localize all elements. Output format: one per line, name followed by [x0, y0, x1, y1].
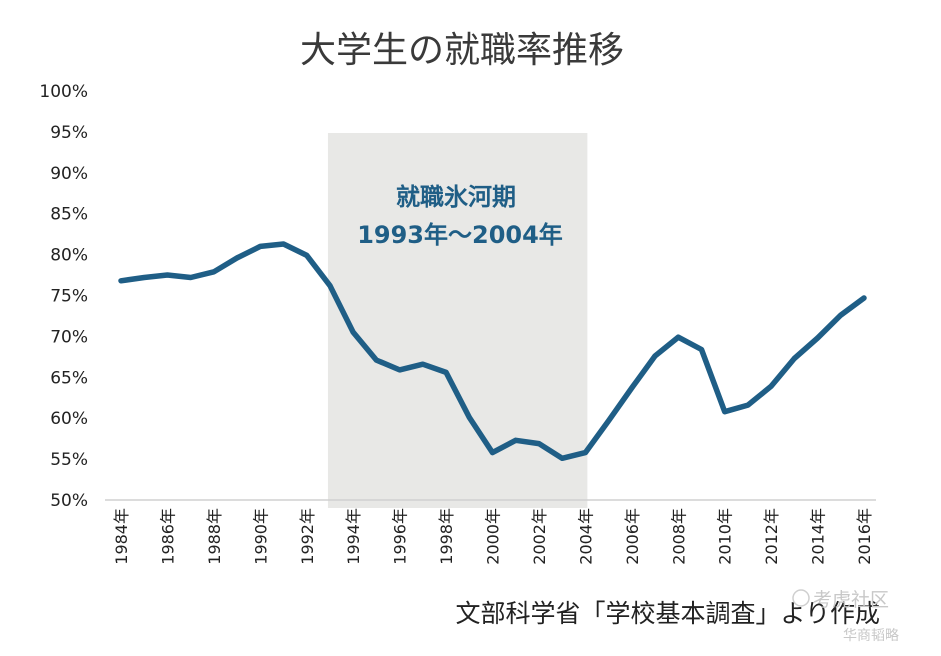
x-tick-label: 1988年 — [205, 508, 224, 565]
y-tick-label: 85% — [50, 205, 88, 225]
x-tick-label: 2006年 — [623, 508, 642, 565]
watermark-text: 华商韬略 — [843, 628, 899, 644]
x-tick-label: 2002年 — [530, 508, 549, 565]
y-tick-label: 75% — [50, 287, 88, 307]
y-tick-label: 90% — [50, 164, 88, 184]
y-tick-label: 95% — [50, 123, 88, 143]
x-tick-label: 1994年 — [344, 508, 363, 565]
x-tick-label: 1998年 — [437, 508, 456, 565]
watermark-logo-icon — [792, 589, 810, 607]
watermark: 考虎社区 华商韬略 — [792, 589, 899, 644]
x-tick-label: 2016年 — [855, 508, 874, 565]
series-group — [118, 241, 867, 462]
y-tick-label: 60% — [50, 409, 88, 429]
y-tick-label: 55% — [50, 450, 88, 470]
x-tick-label: 2000年 — [484, 508, 503, 565]
band-annotation-range: 1993年～2004年 — [357, 221, 563, 249]
y-tick-label: 70% — [50, 327, 88, 347]
y-axis-ticks: 100% 95% 90% 85% 80% 75% 70% 65% 60% 55% 50% — [39, 82, 88, 511]
y-tick-label: 80% — [50, 246, 88, 266]
band-annotation-title: 就職氷河期 — [396, 183, 516, 211]
y-tick-label: 65% — [50, 368, 88, 388]
x-tick-label: 1990年 — [251, 508, 270, 565]
source-note: 文部科学省「学校基本調査」より作成 — [455, 599, 880, 628]
x-tick-label: 2014年 — [809, 508, 828, 565]
x-tick-label: 2004年 — [576, 508, 595, 565]
y-tick-label: 100% — [39, 82, 88, 102]
y-tick-label: 50% — [50, 491, 88, 511]
x-tick-label: 1996年 — [391, 508, 410, 565]
x-tick-label: 1992年 — [298, 508, 317, 565]
chart-title: 大学生の就職率推移 — [300, 30, 624, 71]
x-tick-label: 1986年 — [158, 508, 177, 565]
x-tick-label: 2010年 — [716, 508, 735, 565]
x-axis-ticks: 1984年 1986年 1988年 1990年 1992年 1994年 1996年 1998年… — [112, 508, 874, 565]
x-tick-label: 2012年 — [762, 508, 781, 565]
watermark-logo-text: 考虎社区 — [813, 589, 889, 611]
x-tick-label: 1984年 — [112, 508, 131, 565]
x-tick-label: 2008年 — [669, 508, 688, 565]
